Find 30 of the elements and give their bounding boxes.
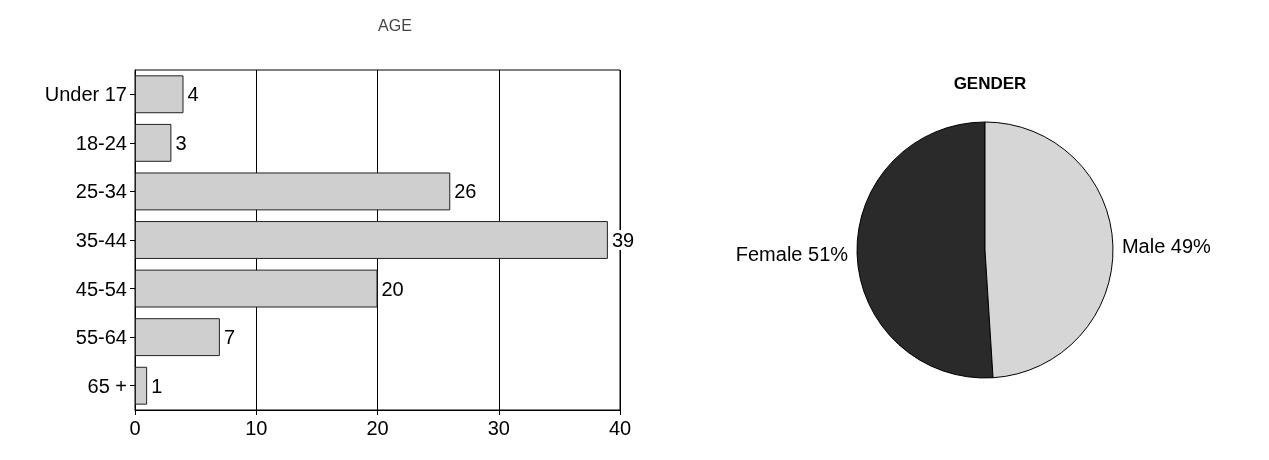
data-label: 26: [454, 180, 477, 203]
y-tick-label: Under 17: [44, 83, 127, 106]
y-tick-label: 65 +: [87, 374, 127, 397]
bar: [135, 221, 608, 259]
y-tick-label: 35-44: [75, 229, 127, 251]
data-label: 20: [381, 277, 404, 300]
y-tick-label: 25-34: [75, 180, 127, 203]
data-label: 39: [611, 229, 635, 251]
slice-label: Female 51%: [735, 243, 849, 266]
x-tick-label: 0: [129, 417, 141, 439]
x-tick-label: 10: [245, 417, 268, 439]
y-tick-label: 18-24: [75, 131, 127, 154]
bar: [135, 123, 172, 162]
data-label: 1: [151, 374, 163, 397]
chart-title: GENDER: [953, 74, 1027, 93]
data-label: 7: [223, 326, 235, 349]
bar: [135, 318, 220, 357]
x-tick-label: 20: [366, 417, 389, 439]
x-tick-label: 40: [608, 417, 632, 439]
y-tick-label: 55-64: [75, 326, 127, 349]
bar: [135, 75, 184, 114]
x-tick-label: 30: [487, 417, 510, 439]
data-label: 4: [187, 83, 199, 106]
slice-label: Male 49%: [1121, 234, 1212, 257]
bar: [135, 269, 378, 308]
y-tick-label: 45-54: [75, 277, 127, 300]
bar: [135, 366, 148, 405]
chart-title: AGE: [378, 16, 412, 34]
bar: [135, 172, 451, 211]
data-label: 3: [175, 131, 187, 154]
